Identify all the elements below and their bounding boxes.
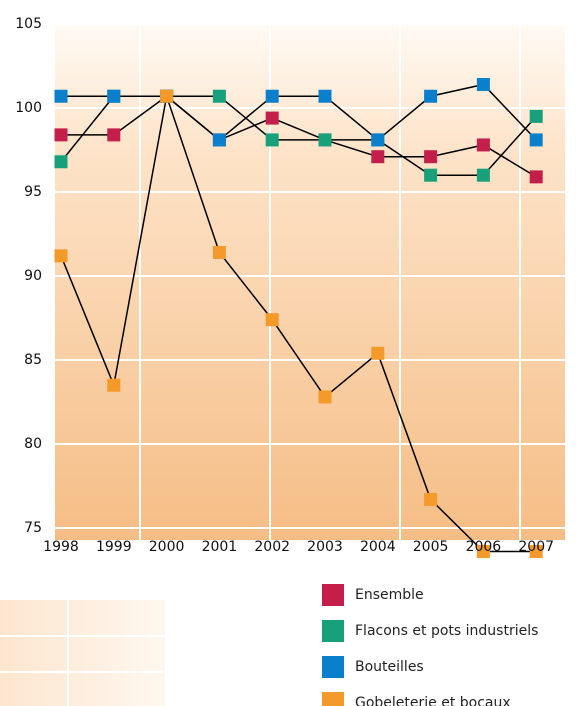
legend: Ensemble Flacons et pots industriels Boute… (322, 584, 538, 706)
legend-label: Bouteilles (355, 659, 424, 675)
marker (529, 170, 543, 184)
y-tick-label: 105 (15, 16, 42, 32)
marker (160, 89, 174, 103)
marker (54, 155, 68, 169)
marker (107, 128, 121, 142)
marker (476, 77, 490, 91)
x-tick-label: 2003 (307, 539, 343, 555)
marker (371, 346, 385, 360)
marker (529, 133, 543, 147)
x-tick-label: 2005 (413, 539, 449, 555)
y-tick-label: 80 (24, 436, 42, 452)
x-tick-label: 2000 (149, 539, 185, 555)
legend-swatch (322, 656, 344, 678)
marker (424, 150, 438, 164)
y-tick-label: 95 (24, 184, 42, 200)
marker (54, 249, 68, 263)
marker (107, 89, 121, 103)
marker (424, 89, 438, 103)
series-line (61, 95, 537, 178)
marker (265, 111, 279, 125)
series-line (61, 83, 537, 141)
marker (476, 138, 490, 152)
marker (265, 313, 279, 327)
marker (54, 128, 68, 142)
legend-swatch (322, 620, 344, 642)
marker (318, 89, 332, 103)
legend-swatch (322, 692, 344, 706)
marker (476, 545, 490, 559)
marker (54, 89, 68, 103)
marker (212, 245, 226, 259)
marker (476, 168, 490, 182)
plot-background (55, 24, 565, 540)
y-tick-label: 90 (24, 268, 42, 284)
legend-label: Ensemble (355, 587, 424, 603)
x-tick-label: 2002 (254, 539, 290, 555)
marker (212, 133, 226, 147)
marker (107, 378, 121, 392)
marker (371, 133, 385, 147)
marker (529, 545, 543, 559)
x-tick-label: 2006 (466, 539, 502, 555)
marker (318, 390, 332, 404)
legend-swatch (322, 584, 344, 606)
y-tick-label: 75 (24, 520, 42, 536)
x-tick-label: 2007 (518, 539, 554, 555)
marker (212, 89, 226, 103)
lines (60, 83, 537, 553)
marker (424, 492, 438, 506)
marker (371, 150, 385, 164)
markers (54, 77, 543, 559)
y-tick-label: 85 (24, 352, 42, 368)
vertical-grid (139, 24, 521, 540)
decoration (0, 600, 165, 706)
marker (529, 109, 543, 123)
legend-label: Flacons et pots industriels (355, 623, 538, 639)
x-tick-label: 1999 (96, 539, 132, 555)
marker (265, 89, 279, 103)
legend-label: Gobeleterie et bocaux (355, 695, 511, 706)
series-line (60, 93, 537, 553)
x-tick-label: 1998 (43, 539, 79, 555)
marker (318, 133, 332, 147)
x-tick-label: 2001 (202, 539, 238, 555)
marker (424, 168, 438, 182)
x-tick-label: 2004 (360, 539, 396, 555)
y-tick-label: 100 (15, 100, 42, 116)
marker (265, 133, 279, 147)
